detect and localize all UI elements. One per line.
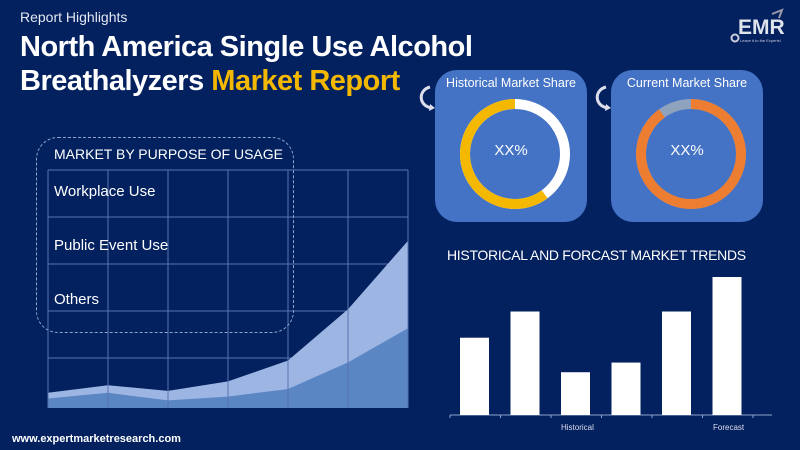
trends-title: HISTORICAL AND FORCAST MARKET TRENDS bbox=[447, 247, 746, 263]
share-value: XX% bbox=[494, 142, 528, 159]
donut-chart bbox=[460, 99, 570, 209]
arrow-icon bbox=[592, 84, 614, 119]
area-chart bbox=[47, 169, 409, 408]
svg-text:EMR: EMR bbox=[738, 16, 785, 39]
bar bbox=[712, 277, 742, 415]
segment-item: Workplace Use bbox=[54, 183, 156, 200]
donut-segment bbox=[636, 99, 746, 209]
current-share-card: Current Market Share XX% bbox=[611, 70, 763, 222]
x-label-historical: Historical bbox=[561, 423, 594, 432]
title-line2: Breathalyzers bbox=[20, 65, 212, 97]
area-series-outer bbox=[48, 240, 408, 408]
footer-url[interactable]: www.expertmarketresearch.com bbox=[12, 433, 181, 445]
title-line1: North America Single Use Alcohol bbox=[20, 31, 473, 63]
card-title: Historical Market Share bbox=[446, 76, 576, 90]
donut-segment bbox=[460, 99, 570, 209]
page-title: North America Single Use Alcohol Breathal… bbox=[20, 30, 473, 98]
bar bbox=[611, 362, 641, 415]
bar-chart bbox=[449, 277, 772, 418]
report-kicker: Report Highlights bbox=[20, 9, 128, 25]
bar bbox=[510, 311, 540, 415]
bar bbox=[460, 337, 489, 415]
bar bbox=[662, 311, 691, 415]
x-label-forecast: Forecast bbox=[713, 423, 745, 432]
title-highlight: Market Report bbox=[211, 65, 400, 97]
historical-share-card: Historical Market Share XX% bbox=[435, 70, 587, 222]
segment-item: Public Event Use bbox=[54, 237, 169, 254]
share-value: XX% bbox=[670, 142, 704, 159]
area-series-inner bbox=[48, 328, 408, 408]
segments-box bbox=[36, 137, 294, 333]
emr-logo: EMR Leave it to the Experts! bbox=[730, 8, 786, 48]
arrow-icon bbox=[416, 84, 438, 119]
segments-title: MARKET BY PURPOSE OF USAGE bbox=[52, 146, 285, 162]
svg-text:Leave it to the Experts!: Leave it to the Experts! bbox=[740, 38, 781, 43]
bar bbox=[561, 372, 590, 415]
donut-chart bbox=[636, 99, 746, 209]
card-title: Current Market Share bbox=[626, 76, 748, 90]
segment-item: Others bbox=[54, 291, 100, 308]
